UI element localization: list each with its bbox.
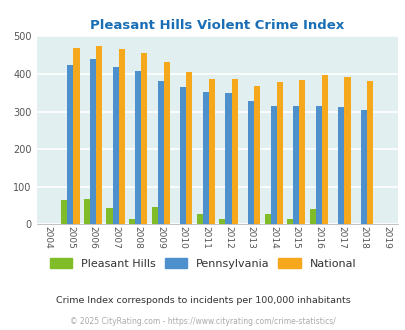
Bar [292,106,298,224]
Bar [343,77,350,224]
Bar [106,208,112,224]
Title: Pleasant Hills Violent Crime Index: Pleasant Hills Violent Crime Index [90,19,343,32]
Bar [337,107,343,224]
Bar [180,87,186,224]
Text: © 2025 CityRating.com - https://www.cityrating.com/crime-statistics/: © 2025 CityRating.com - https://www.city… [70,317,335,326]
Bar [321,75,327,224]
Bar [157,82,163,224]
Legend: Pleasant Hills, Pennsylvania, National: Pleasant Hills, Pennsylvania, National [45,254,360,273]
Bar [129,219,135,224]
Bar [141,53,147,224]
Bar [231,79,237,224]
Bar [196,214,202,224]
Bar [61,200,67,224]
Bar [96,47,102,224]
Bar [67,65,73,224]
Bar [118,49,124,224]
Bar [309,209,315,224]
Bar [315,106,321,224]
Bar [264,214,270,224]
Bar [270,106,276,224]
Bar [360,110,366,224]
Bar [209,79,215,224]
Bar [225,93,231,224]
Bar [202,92,209,224]
Bar [73,48,79,224]
Bar [366,82,372,224]
Bar [151,208,157,224]
Bar [135,71,141,224]
Bar [163,62,169,224]
Text: Crime Index corresponds to incidents per 100,000 inhabitants: Crime Index corresponds to incidents per… [55,296,350,305]
Bar [247,101,254,224]
Bar [84,199,90,224]
Bar [254,86,260,224]
Bar [219,219,225,224]
Bar [112,67,118,224]
Bar [90,59,96,224]
Bar [186,72,192,224]
Bar [298,80,305,224]
Bar [276,82,282,224]
Bar [286,219,292,224]
